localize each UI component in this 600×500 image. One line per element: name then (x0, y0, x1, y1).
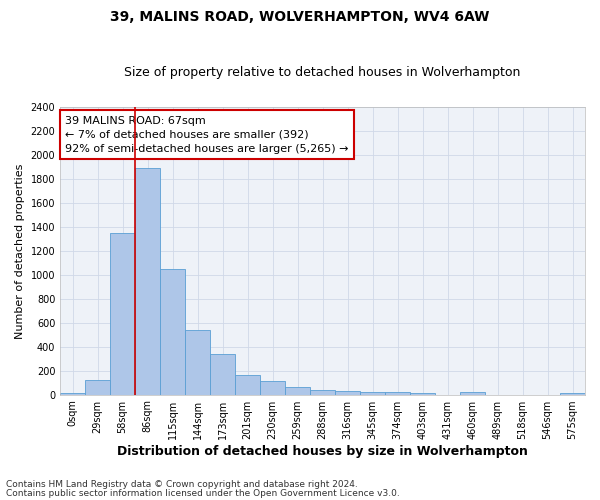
Bar (560, 393, 585, 394)
Bar (110, 233, 135, 394)
Text: 39 MALINS ROAD: 67sqm
← 7% of detached houses are smaller (392)
92% of semi-deta: 39 MALINS ROAD: 67sqm ← 7% of detached h… (65, 116, 349, 154)
Bar (260, 382, 285, 394)
Bar (185, 330, 210, 394)
Bar (335, 391, 360, 394)
Text: Contains public sector information licensed under the Open Government Licence v3: Contains public sector information licen… (6, 488, 400, 498)
Bar (460, 392, 485, 394)
Bar (310, 390, 335, 394)
X-axis label: Distribution of detached houses by size in Wolverhampton: Distribution of detached houses by size … (117, 444, 528, 458)
Bar (410, 393, 435, 394)
Bar (135, 168, 160, 394)
Text: 39, MALINS ROAD, WOLVERHAMPTON, WV4 6AW: 39, MALINS ROAD, WOLVERHAMPTON, WV4 6AW (110, 10, 490, 24)
Bar (85, 380, 110, 394)
Bar (385, 392, 410, 394)
Bar (360, 392, 385, 394)
Bar (210, 354, 235, 395)
Bar (235, 375, 260, 394)
Bar (285, 387, 310, 394)
Y-axis label: Number of detached properties: Number of detached properties (15, 163, 25, 338)
Bar (60, 393, 85, 394)
Text: Contains HM Land Registry data © Crown copyright and database right 2024.: Contains HM Land Registry data © Crown c… (6, 480, 358, 489)
Bar (160, 270, 185, 394)
Title: Size of property relative to detached houses in Wolverhampton: Size of property relative to detached ho… (124, 66, 521, 80)
